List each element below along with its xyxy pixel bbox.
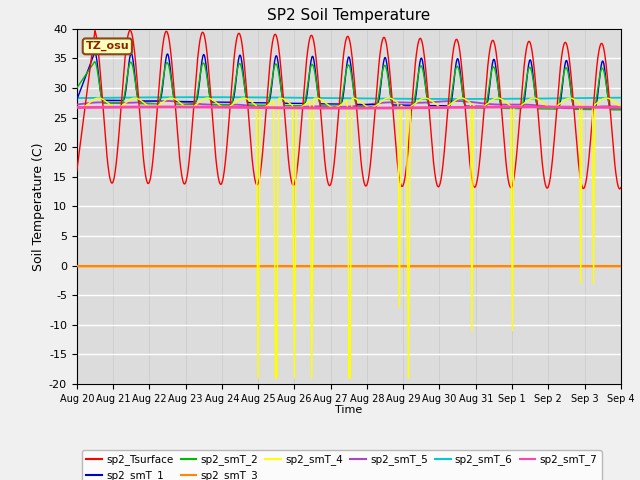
Text: TZ_osu: TZ_osu <box>86 41 129 51</box>
X-axis label: Time: Time <box>335 405 362 415</box>
Legend: sp2_Tsurface, sp2_smT_1, sp2_smT_2, sp2_smT_3, sp2_smT_4, sp2_smT_5, sp2_smT_6, : sp2_Tsurface, sp2_smT_1, sp2_smT_2, sp2_… <box>82 450 602 480</box>
Y-axis label: Soil Temperature (C): Soil Temperature (C) <box>32 142 45 271</box>
Title: SP2 Soil Temperature: SP2 Soil Temperature <box>267 9 431 24</box>
